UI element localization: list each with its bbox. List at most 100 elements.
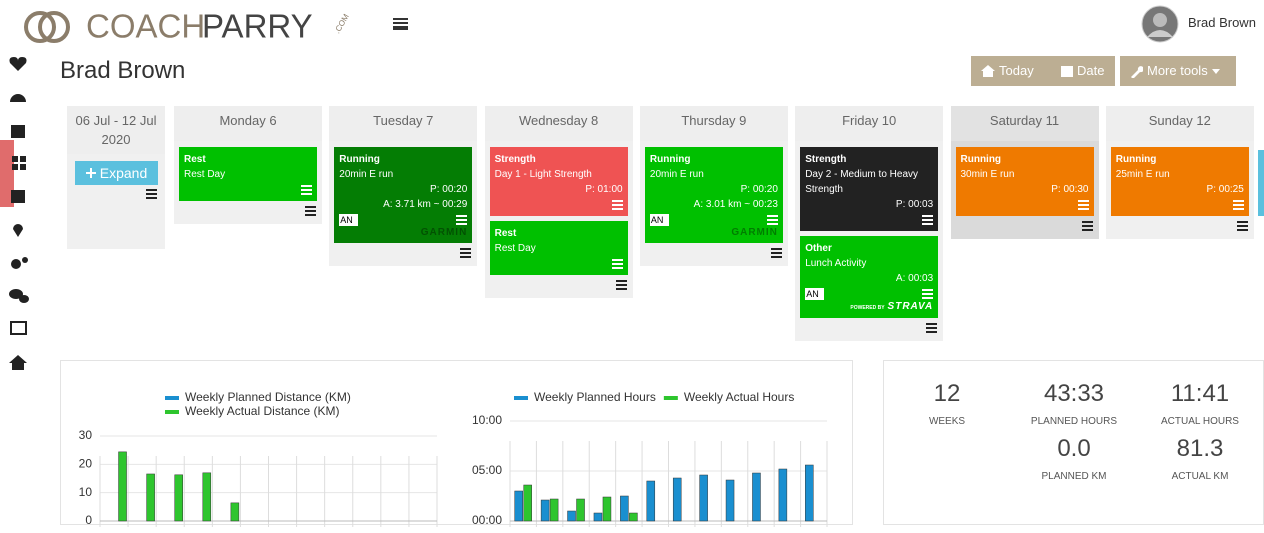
day-footer [334, 248, 472, 262]
side-tab[interactable] [1258, 150, 1264, 216]
brand-name: STRAVA [887, 301, 934, 312]
list-icon [922, 214, 934, 225]
card-type: Other [805, 243, 832, 254]
card-row: AN [339, 212, 468, 227]
workout-card[interactable]: Running 30min E run P: 00:30 [955, 147, 1094, 216]
card-brand: POWERED BY STRAVA [805, 301, 933, 314]
card-planned: P: 01:00 [585, 184, 623, 195]
icon [1061, 66, 1073, 77]
card-row [495, 197, 623, 212]
today-button[interactable]: Today [971, 56, 1050, 86]
bar [725, 479, 735, 522]
day-body: Running 20min E run P: 00:20 A: 3.01 km ~ 0… [639, 141, 788, 266]
stat-label: PLANNED HOURS [1030, 416, 1118, 427]
logo[interactable]: COACH PARRY .COM [24, 10, 354, 44]
bar [646, 480, 656, 522]
card-row [961, 197, 1089, 212]
legend-swatch [165, 396, 179, 400]
day-body: Running 25min E run P: 00:25 [1105, 141, 1254, 239]
card-description: Rest Day [494, 243, 536, 254]
day-column: Saturday 11 Running 30min E run P: 00:30 [950, 106, 1099, 239]
stat-value: 12 [933, 380, 961, 407]
list-icon [922, 288, 934, 299]
page-title: Brad Brown [60, 57, 186, 84]
workout-card[interactable]: Rest Rest Day [489, 221, 628, 275]
week-column: 06 Jul - 12 Jul 2020 Expand [67, 106, 165, 249]
brand-name: GARMIN [731, 227, 778, 238]
day-footer [800, 323, 938, 337]
legend-swatch [514, 396, 528, 400]
bar [602, 496, 612, 522]
y-tick-label: 05:00 [472, 463, 502, 477]
more-tools-button[interactable]: More tools [1120, 56, 1236, 86]
icon [981, 65, 995, 77]
hamburger[interactable] [393, 18, 408, 30]
workout-card[interactable]: Other Lunch Activity A: 00:03 AN POWERED BY S… [800, 236, 939, 318]
stat-value: 43:33 [1043, 380, 1105, 407]
day-footer [1111, 221, 1249, 235]
card-description: Day 1 - Light Strength [494, 169, 592, 180]
card-actual: A: 3.71 km ~ 00:29 [383, 199, 468, 210]
list-icon [611, 258, 623, 269]
avatar[interactable] [1141, 5, 1179, 43]
workout-card[interactable]: Running 25min E run P: 00:25 [1110, 147, 1249, 216]
card-description: Lunch Activity [805, 258, 867, 269]
y-tick-label: 10:00 [472, 413, 502, 427]
date-button[interactable]: Date [1050, 56, 1115, 86]
day-label: Friday 10 [795, 106, 944, 141]
day-column: Tuesday 7 Running 20min E run P: 00:20 A: 3.… [329, 106, 478, 266]
card-planned: P: 00:20 [430, 184, 468, 195]
bar [514, 490, 523, 522]
card-row: AN [805, 286, 934, 301]
card-type: Running [960, 154, 1002, 165]
day-label: Thursday 9 [639, 106, 788, 141]
list-icon[interactable] [146, 189, 157, 199]
card-description: 30min E run [960, 169, 1015, 180]
workout-card[interactable]: Running 20min E run P: 00:20 A: 3.71 km ~ 0… [334, 147, 473, 243]
workout-card[interactable]: Strength Day 2 - Medium to Heavy Strength… [800, 147, 939, 231]
card-tag: AN [649, 213, 669, 226]
button-label: Expand [99, 165, 148, 181]
logo-text: PARRY [202, 10, 313, 44]
day-body: Strength Day 1 - Light Strength P: 01:00 Re… [484, 141, 633, 298]
card-row [495, 256, 623, 271]
day-column: Thursday 9 Running 20min E run P: 00:20 A: 3… [639, 106, 788, 266]
workout-card[interactable]: Strength Day 1 - Light Strength P: 01:00 [489, 147, 628, 216]
charts-panel [60, 360, 853, 525]
stat-value: 11:41 [1170, 380, 1230, 407]
workout-card[interactable]: Rest Rest Day [179, 147, 317, 201]
day-footer [956, 221, 1094, 235]
list-icon [460, 248, 472, 258]
stat-label: WEEKS [928, 416, 966, 427]
card-tag: AN [339, 213, 359, 226]
caret [1211, 68, 1220, 74]
list-icon [301, 184, 312, 195]
week-range: 06 Jul - 12 Jul 2020 [67, 106, 165, 154]
bar [230, 502, 240, 522]
bar [549, 498, 559, 522]
card-tag: AN [805, 287, 825, 300]
card-row [805, 212, 934, 227]
day-body: Running 30min E run P: 00:30 [950, 141, 1099, 239]
legend-label: Weekly Actual Distance (KM) [185, 404, 340, 418]
y-tick-label: 00:00 [472, 513, 502, 527]
legend-swatch [663, 396, 678, 400]
user-name[interactable]: Brad Brown [1188, 15, 1256, 30]
day-column: Friday 10 Strength Day 2 - Medium to Heavy… [795, 106, 944, 341]
expand-button[interactable]: Expand [75, 161, 158, 185]
icon [1131, 65, 1143, 78]
list-icon [305, 206, 316, 216]
button-label: Date [1077, 63, 1105, 78]
day-footer [645, 248, 783, 262]
y-tick-label: 10 [79, 485, 93, 499]
card-description: 20min E run [339, 169, 394, 180]
bar [672, 477, 682, 522]
list-icon [1232, 199, 1244, 210]
bar [752, 472, 761, 522]
card-row [184, 182, 312, 197]
workout-card[interactable]: Running 20min E run P: 00:20 A: 3.01 km ~ 0… [644, 147, 783, 243]
day-label: Tuesday 7 [329, 106, 478, 141]
bar [593, 512, 603, 522]
week-body: Expand [67, 154, 165, 249]
